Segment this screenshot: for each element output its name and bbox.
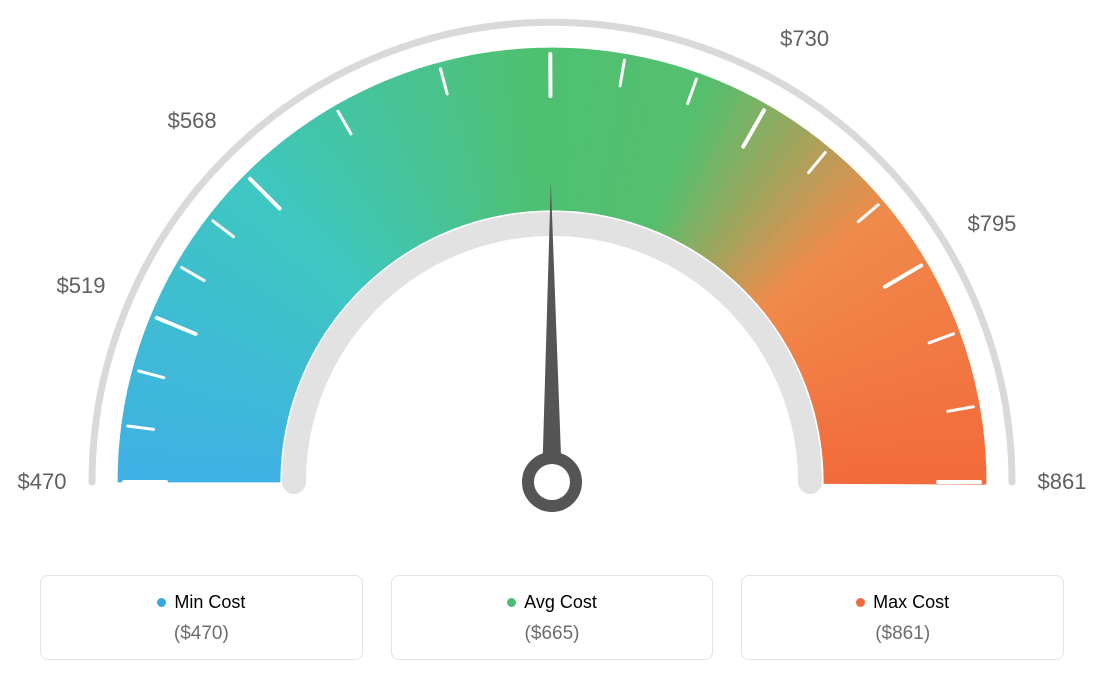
dot-icon xyxy=(157,598,166,607)
dot-icon xyxy=(856,598,865,607)
gauge-tick-label: $519 xyxy=(57,273,106,299)
legend-value-max: ($861) xyxy=(752,623,1053,645)
gauge-tick-label: $470 xyxy=(18,469,67,495)
legend-card-min: Min Cost ($470) xyxy=(40,575,363,660)
legend-value-avg: ($665) xyxy=(402,623,703,645)
legend-label-max: Max Cost xyxy=(856,592,949,613)
legend-row: Min Cost ($470) Avg Cost ($665) Max Cost… xyxy=(40,575,1064,660)
legend-label-avg: Avg Cost xyxy=(507,592,597,613)
dot-icon xyxy=(507,598,516,607)
legend-label-text: Min Cost xyxy=(174,592,245,613)
legend-label-min: Min Cost xyxy=(157,592,245,613)
gauge-svg xyxy=(0,0,1104,560)
cost-gauge-chart: $470$519$568$665$730$795$861 Min Cost ($… xyxy=(0,0,1104,690)
legend-label-text: Avg Cost xyxy=(524,592,597,613)
gauge-tick-label: $861 xyxy=(1038,469,1087,495)
gauge-tick-label: $795 xyxy=(967,211,1016,237)
legend-value-min: ($470) xyxy=(51,623,352,645)
legend-card-avg: Avg Cost ($665) xyxy=(391,575,714,660)
gauge-tick-label: $730 xyxy=(780,26,829,52)
legend-label-text: Max Cost xyxy=(873,592,949,613)
legend-card-max: Max Cost ($861) xyxy=(741,575,1064,660)
gauge-area: $470$519$568$665$730$795$861 xyxy=(0,0,1104,560)
gauge-tick-label: $568 xyxy=(168,108,217,134)
